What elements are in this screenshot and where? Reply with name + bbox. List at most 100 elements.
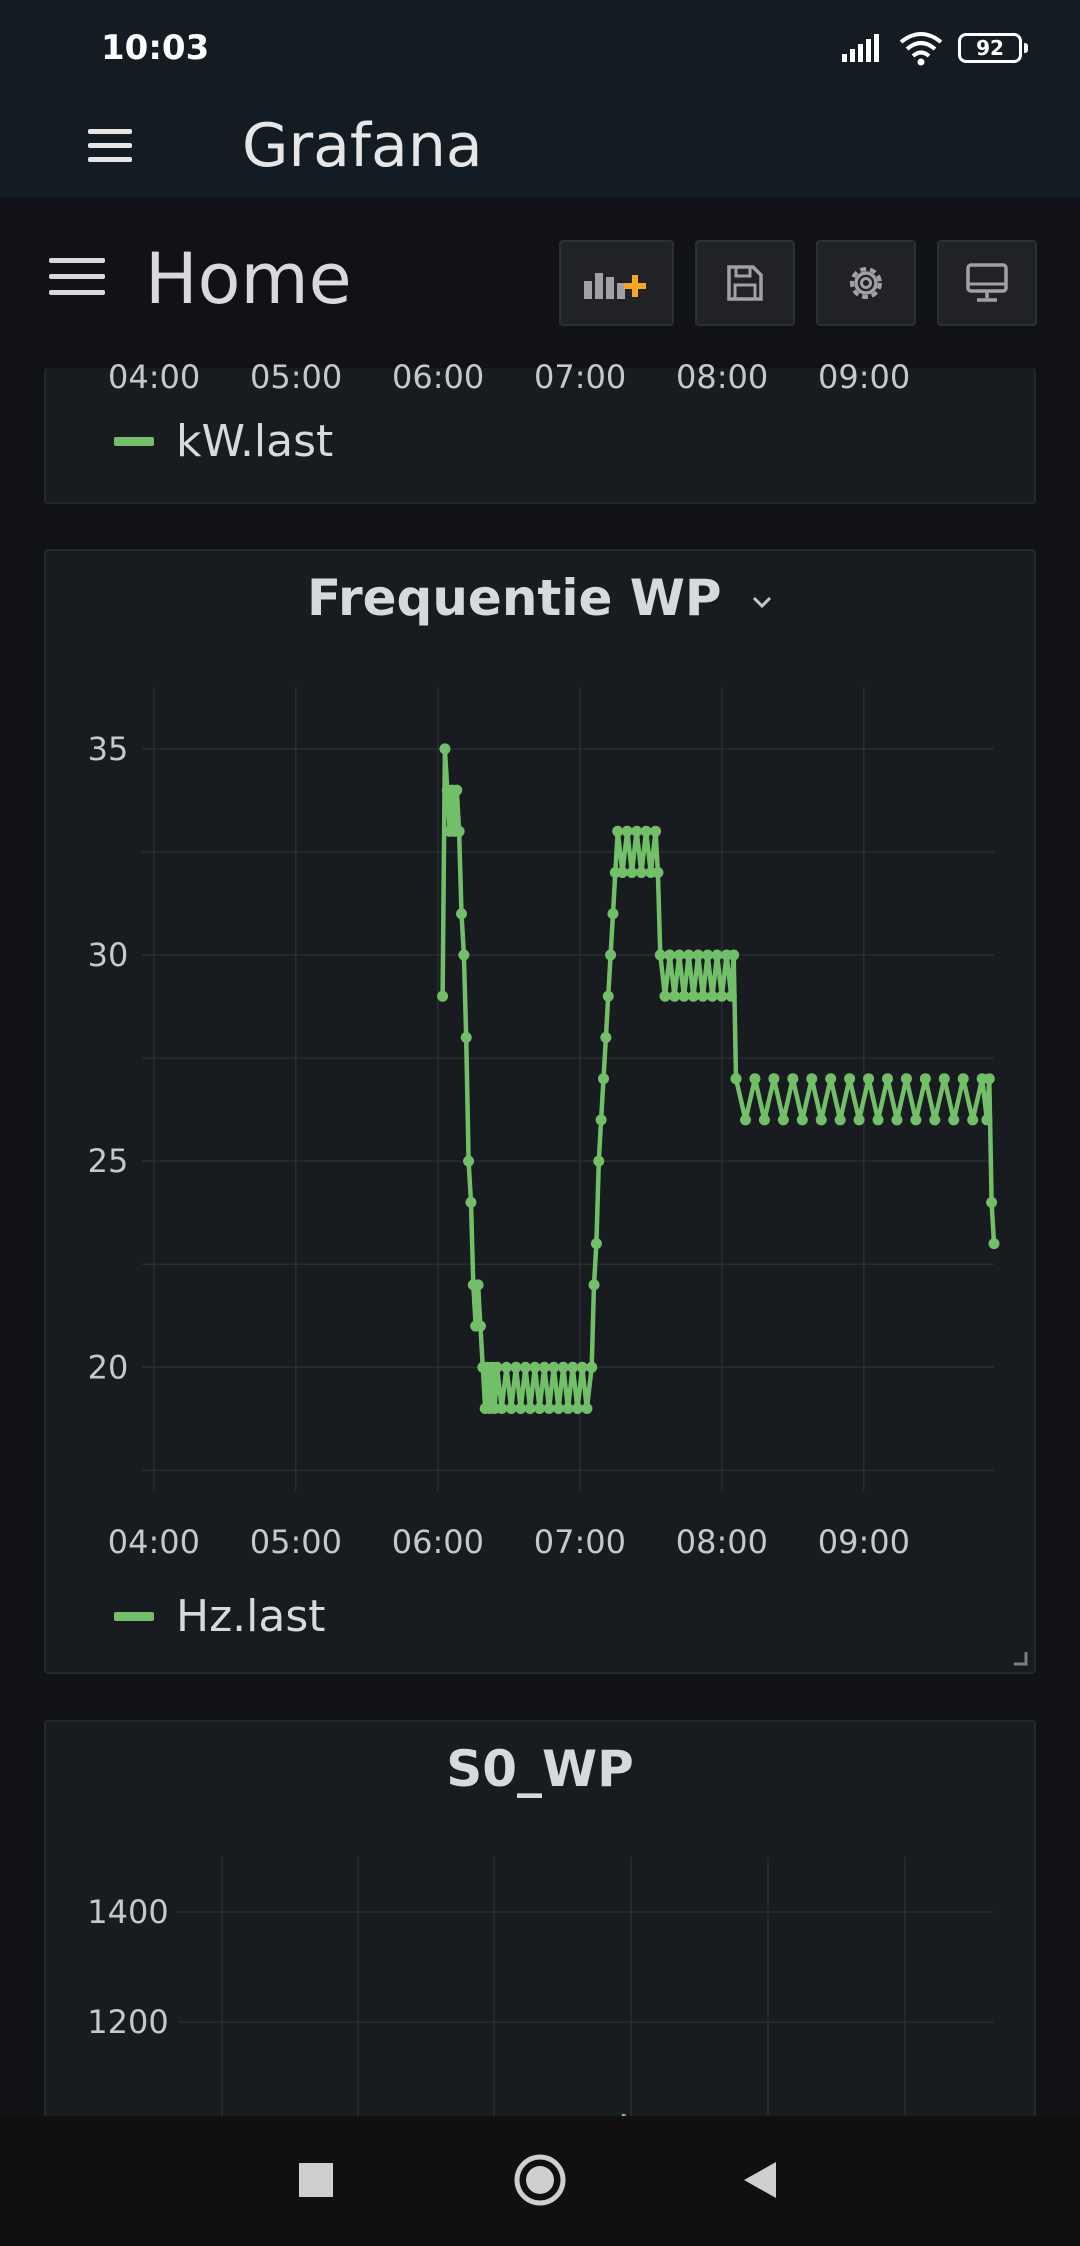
data-point (711, 949, 723, 961)
app-menu-button[interactable] (88, 129, 132, 163)
data-point (515, 1403, 527, 1415)
data-point (640, 825, 652, 837)
data-point (702, 949, 714, 961)
data-point (626, 867, 638, 879)
system-nav-bar (0, 2116, 1080, 2246)
resize-handle-icon[interactable] (1012, 1650, 1028, 1666)
data-point (853, 1114, 865, 1126)
legend-swatch (114, 1612, 154, 1621)
data-point (654, 949, 666, 961)
tv-mode-button[interactable] (937, 240, 1037, 326)
x-tick-label: 06:00 (392, 1523, 484, 1561)
data-point (458, 949, 470, 961)
data-point (451, 784, 463, 796)
x-tick-label: 04:00 (108, 1523, 200, 1561)
data-point (834, 1114, 846, 1126)
x-tick-label: 05:00 (250, 358, 343, 396)
x-tick-label: 09:00 (818, 1523, 910, 1561)
panel-title-frequency[interactable]: Frequentie WP (46, 569, 1034, 627)
menu-icon-line (88, 157, 132, 162)
save-dashboard-button[interactable] (695, 240, 795, 326)
y-tick-label: 1400 (87, 1893, 168, 1931)
data-point (988, 1238, 1000, 1250)
data-point (967, 1114, 979, 1126)
hamburger-icon-line (49, 274, 105, 279)
y-tick-label: 25 (88, 1142, 129, 1180)
grid (178, 1857, 994, 2142)
data-point (863, 1073, 875, 1085)
data-point (593, 1155, 605, 1167)
power-legend[interactable]: kW.last (114, 416, 333, 467)
data-point (728, 949, 740, 961)
legend-label: kW.last (176, 416, 334, 467)
data-point (796, 1114, 808, 1126)
data-point (673, 949, 685, 961)
data-point (749, 1073, 761, 1085)
data-point (496, 1403, 508, 1415)
data-point (825, 1073, 837, 1085)
data-point (439, 743, 451, 755)
app-bar: Grafana (0, 95, 1080, 198)
status-bar: 10:03 92 (0, 0, 1080, 95)
data-point (581, 1403, 593, 1415)
x-tick-label: 04:00 (108, 358, 201, 396)
x-tick-label: 05:00 (250, 1523, 342, 1561)
data-point (557, 1361, 569, 1373)
data-point (659, 990, 671, 1002)
data-point (595, 1114, 607, 1126)
add-panel-button[interactable] (559, 240, 674, 326)
data-point (652, 867, 664, 879)
data-point (524, 1403, 536, 1415)
data-point (635, 867, 647, 879)
status-icons: 92 (840, 28, 1028, 68)
data-point (472, 1279, 484, 1291)
data-point (919, 1073, 931, 1085)
data-point (505, 1403, 517, 1415)
y-tick-label: 35 (88, 730, 129, 768)
data-point (692, 949, 704, 961)
back-button[interactable] (740, 2159, 780, 2201)
dashboard-title: Home (145, 238, 352, 320)
data-point (500, 1361, 512, 1373)
dashboard-menu-button[interactable] (49, 258, 105, 298)
data-point (605, 949, 617, 961)
panel-title-text: Frequentie WP (307, 569, 722, 627)
chevron-down-icon (752, 596, 772, 608)
panel-title-s0[interactable]: S0_WP (446, 1740, 634, 1798)
data-point (872, 1114, 884, 1126)
data-point (612, 825, 624, 837)
x-tick-label: 08:00 (676, 1523, 768, 1561)
data-point (465, 1196, 477, 1208)
data-point (777, 1114, 789, 1126)
status-time: 10:03 (101, 28, 210, 68)
battery-icon: 92 (958, 33, 1028, 63)
series-line-hz (440, 746, 997, 1411)
monitor-icon (966, 263, 1008, 302)
data-point (986, 1196, 998, 1208)
recents-button[interactable] (296, 2160, 336, 2200)
data-point (687, 990, 699, 1002)
frequency-legend[interactable]: Hz.last (114, 1591, 326, 1642)
data-point (474, 1320, 486, 1332)
data-point (534, 1403, 546, 1415)
data-point (529, 1361, 541, 1373)
data-point (806, 1073, 818, 1085)
data-point (948, 1114, 960, 1126)
data-point (758, 1114, 770, 1126)
data-point (683, 949, 695, 961)
data-point (588, 1279, 600, 1291)
data-point (891, 1114, 903, 1126)
legend-label: Hz.last (176, 1591, 326, 1642)
panel-s0: S0_WP 1400 1200 (44, 1720, 1036, 2142)
home-button[interactable] (512, 2152, 568, 2208)
legend-swatch (114, 437, 154, 446)
dashboard-nav: Home (0, 198, 1080, 368)
data-point (900, 1073, 912, 1085)
dashboard-settings-button[interactable] (816, 240, 916, 326)
x-tick-label: 06:00 (392, 358, 485, 396)
save-icon (727, 265, 763, 301)
data-point (621, 825, 633, 837)
data-point (983, 1073, 995, 1085)
data-point (740, 1114, 751, 1126)
add-panel-icon (583, 273, 646, 299)
